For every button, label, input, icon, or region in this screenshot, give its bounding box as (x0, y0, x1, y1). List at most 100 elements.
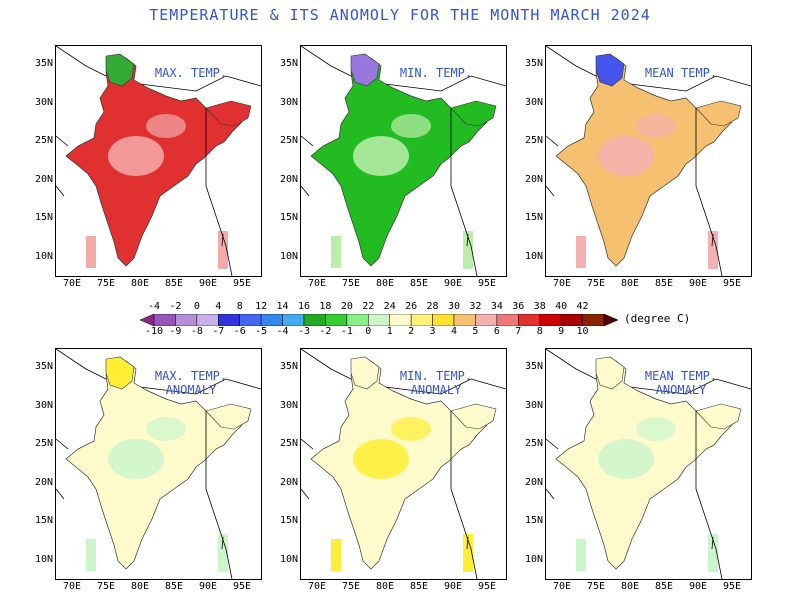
y-tick-label: 15N (34, 212, 53, 223)
india-map (301, 349, 506, 579)
colorbar-swatch (239, 314, 262, 326)
colorbar-bottom-label: -10 (144, 326, 164, 337)
x-tick-label: 85E (654, 581, 674, 592)
y-tick-label: 25N (34, 438, 53, 449)
x-tick-label: 80E (375, 278, 395, 289)
panel-label: MIN. TEMP. (381, 66, 491, 80)
panel-label-line: ANOMALY (655, 383, 707, 397)
x-tick-label: 85E (164, 581, 184, 592)
x-tick-label: 75E (586, 581, 606, 592)
y-tick-label: 30N (34, 399, 53, 411)
y-tick-label: 25N (524, 438, 543, 449)
panel-label-line: ANOMALY (165, 383, 217, 397)
panel-label-line: MAX. TEMP. (154, 369, 228, 383)
x-tick-label: 90E (443, 278, 463, 289)
y-tick-label: 30N (279, 399, 298, 411)
y-tick-label: 25N (279, 438, 298, 449)
x-tick-label: 75E (341, 278, 361, 289)
india-map (56, 349, 261, 579)
y-tick-label: 10N (34, 553, 53, 565)
figure-title: TEMPERATURE & ITS ANOMOLY FOR THE MONTH … (149, 6, 651, 24)
y-tick-label: 20N (34, 476, 53, 488)
y-tick-label: 35N (524, 361, 543, 372)
map-panel-4: MAX. TEMP. ANOMALY (55, 348, 262, 580)
x-tick-label: 90E (688, 278, 708, 289)
x-tick-label: 75E (96, 278, 116, 289)
colorbar-top-label: 18 (319, 301, 332, 312)
colorbar-bottom-label: -7 (212, 326, 225, 337)
colorbar-bottom-label: 5 (472, 326, 479, 337)
x-tick-label: 75E (341, 581, 361, 592)
y-tick-label: 15N (279, 515, 298, 526)
colorbar-top-label: 34 (490, 301, 503, 312)
colorbar-swatch (518, 314, 540, 326)
map-panel-1: MAX. TEMP. (55, 45, 262, 277)
panel-label-line: MIN. TEMP. (399, 369, 473, 383)
y-tick-label: 20N (34, 173, 53, 185)
colorbar-swatch (218, 314, 240, 326)
colorbar-top-label: 42 (576, 301, 589, 312)
colorbar-top-label: 14 (276, 301, 289, 312)
x-tick-label: 85E (654, 278, 674, 289)
y-tick-label: 35N (279, 361, 298, 372)
map-panel-3: MEAN TEMP. (545, 45, 752, 277)
y-tick-label: 15N (34, 515, 53, 526)
colorbar-bottom-label: 8 (536, 326, 543, 337)
colorbar-top-label: 8 (236, 301, 243, 312)
colorbar-top-label: 40 (555, 301, 568, 312)
colorbar-bottom-label: -8 (190, 326, 203, 337)
y-tick-label: 30N (524, 399, 543, 411)
panel-label: MAX. TEMP. ANOMALY (136, 369, 246, 397)
panel-label: MEAN TEMP. ANOMALY (626, 369, 736, 397)
x-tick-label: 95E (722, 581, 742, 592)
colorbar-swatch (432, 314, 455, 326)
colorbar-top-label: 22 (362, 301, 375, 312)
panel-label-line: MEAN TEMP. (644, 66, 718, 80)
y-tick-label: 20N (279, 173, 298, 185)
india-map (301, 46, 506, 276)
colorbar-swatch (389, 314, 412, 326)
x-tick-label: 90E (688, 581, 708, 592)
colorbar-top-label: 12 (255, 301, 268, 312)
x-tick-label: 80E (130, 581, 150, 592)
colorbar-bottom-label: -6 (233, 326, 246, 337)
x-tick-label: 70E (62, 581, 82, 592)
x-tick-label: 70E (62, 278, 82, 289)
colorbar-swatch (475, 314, 498, 326)
x-tick-label: 80E (375, 581, 395, 592)
y-tick-label: 25N (279, 135, 298, 146)
y-tick-label: 10N (524, 553, 543, 565)
x-tick-label: 80E (620, 581, 640, 592)
colorbar-top-label: -4 (147, 301, 161, 312)
x-tick-label: 80E (130, 278, 150, 289)
colorbar-top-label: 16 (297, 301, 311, 312)
colorbar-top-label: 30 (447, 301, 461, 312)
colorbar-top-label: 36 (512, 301, 525, 312)
colorbar-bottom-label: 0 (365, 326, 372, 337)
panel-label: MAX. TEMP. (136, 66, 246, 80)
colorbar-swatch (153, 314, 176, 326)
colorbar-swatch (453, 314, 476, 326)
colorbar-top-label: 28 (426, 301, 439, 312)
x-tick-label: 95E (477, 278, 497, 289)
y-tick-label: 10N (524, 250, 543, 262)
colorbar-swatch (560, 314, 583, 326)
x-tick-label: 85E (164, 278, 184, 289)
x-tick-label: 95E (722, 278, 742, 289)
colorbar-unit: (degree C) (624, 312, 691, 325)
map-panel-6: MEAN TEMP. ANOMALY (545, 348, 752, 580)
panel-label-line: MAX. TEMP. (154, 66, 228, 80)
x-tick-label: 90E (198, 581, 218, 592)
y-tick-label: 15N (524, 515, 543, 526)
y-tick-label: 10N (279, 553, 298, 565)
colorbar-bottom-label: 4 (450, 326, 458, 337)
colorbar-bottom-label: -5 (255, 326, 268, 337)
colorbar-swatch (325, 314, 348, 326)
x-tick-label: 90E (443, 581, 463, 592)
colorbar-bottom-label: -2 (319, 326, 332, 337)
colorbar-bottom-label: -1 (340, 326, 353, 337)
y-tick-label: 20N (279, 476, 298, 488)
colorbar (140, 314, 618, 326)
colorbar-swatch (410, 314, 433, 326)
india-map (546, 349, 751, 579)
